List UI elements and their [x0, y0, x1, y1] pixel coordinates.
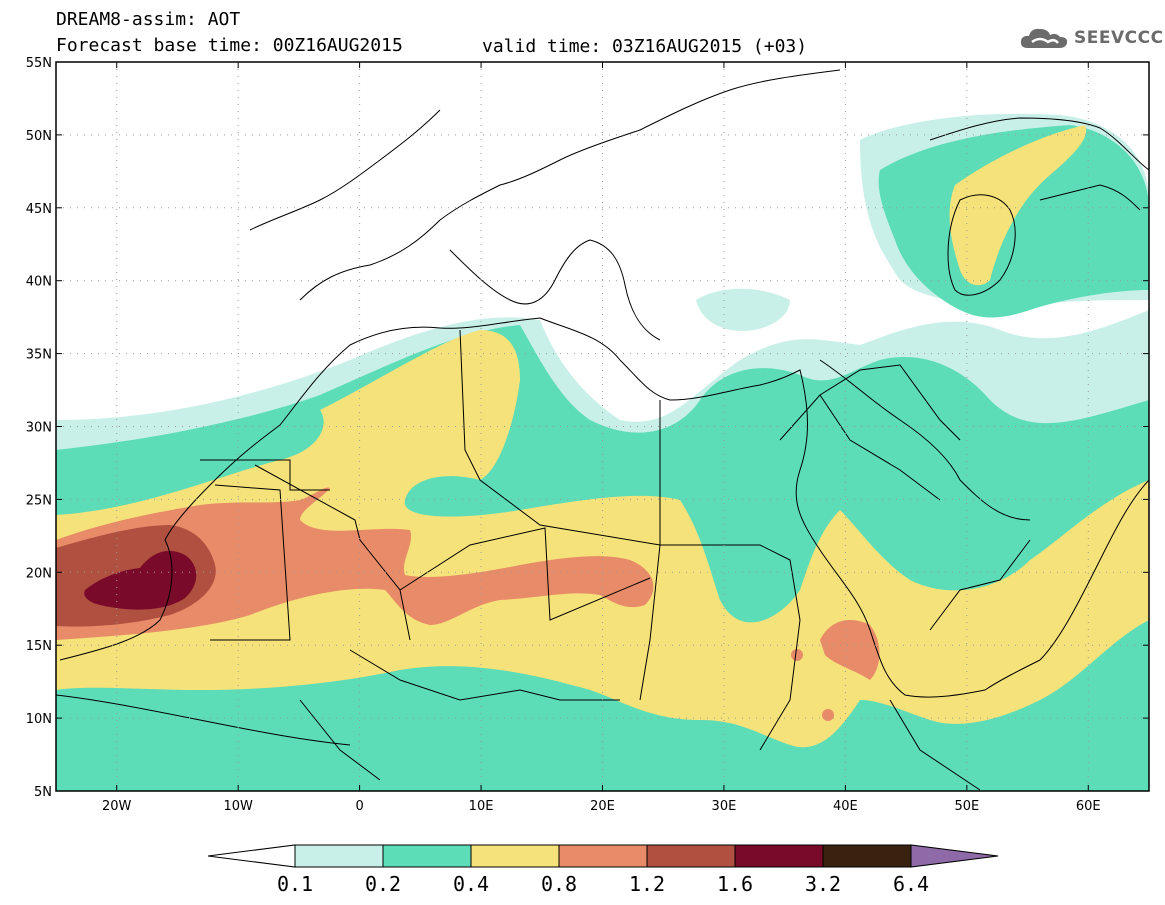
axis-ticks	[56, 61, 1149, 792]
lat-label: 30N	[26, 421, 52, 436]
colorbar-segment	[734, 844, 824, 868]
lon-label: 10W	[223, 799, 253, 814]
logo-text: SEEVCCC	[1074, 28, 1164, 48]
lat-label: 5N	[34, 785, 52, 800]
gridlines	[56, 62, 1149, 791]
lon-label: 20W	[102, 799, 132, 814]
lat-label: 50N	[26, 129, 52, 144]
seevccc-logo: SEEVCCC	[1018, 24, 1164, 52]
map-title: DREAM8-assim: AOT	[56, 9, 241, 30]
colorbar-level-label: 0.4	[452, 872, 490, 896]
lat-label: 55N	[26, 56, 52, 71]
lat-label: 10N	[26, 712, 52, 727]
colorbar	[207, 844, 999, 868]
lat-label: 20N	[26, 566, 52, 581]
lon-label: 10E	[469, 799, 494, 814]
lon-labels: 20W 10W 0 10E 20E 30E 40E 50E 60E	[102, 799, 1101, 814]
colorbar-level-label: 6.4	[892, 872, 930, 896]
colorbar-segment	[558, 844, 648, 868]
lat-label: 40N	[26, 275, 52, 290]
colorbar-segment	[470, 844, 560, 868]
colorbar-low-arrow	[207, 844, 296, 868]
colorbar-segment	[294, 844, 384, 868]
colorbar-level-label: 0.8	[540, 872, 578, 896]
colorbar-segment	[646, 844, 736, 868]
lat-label: 35N	[26, 348, 52, 363]
aot-band-0.8	[56, 487, 880, 721]
lon-label: 0	[355, 799, 363, 814]
valid-time: valid time: 03Z16AUG2015 (+03)	[482, 36, 808, 57]
colorbar-level-label: 1.6	[716, 872, 754, 896]
colorbar-high-arrow	[910, 844, 999, 868]
lon-label: 30E	[712, 799, 737, 814]
lon-label: 50E	[954, 799, 979, 814]
colorbar-segment	[822, 844, 912, 868]
colorbar-labels: 0.1 0.2 0.4 0.8 1.2 1.6 3.2 6.4	[0, 872, 1165, 898]
lon-label: 60E	[1076, 799, 1101, 814]
lat-labels: 55N 50N 45N 40N 35N 30N 25N 20N 15N 10N 5N	[26, 56, 52, 800]
lat-label: 25N	[26, 493, 52, 508]
colorbar-segment	[382, 844, 472, 868]
colorbar-level-label: 3.2	[804, 872, 842, 896]
coastlines	[56, 69, 1149, 791]
lon-label: 40E	[833, 799, 858, 814]
cloud-icon	[1020, 28, 1068, 48]
colorbar-level-label: 0.1	[276, 872, 314, 896]
colorbar-level-label: 1.2	[628, 872, 666, 896]
forecast-base-time: Forecast base time: 00Z16AUG2015	[56, 35, 403, 56]
lon-label: 20E	[590, 799, 615, 814]
colorbar-level-label: 0.2	[364, 872, 402, 896]
aot-band-1.6	[84, 550, 197, 610]
lat-label: 15N	[26, 639, 52, 654]
lat-label: 45N	[26, 202, 52, 217]
aot-shading	[56, 113, 1149, 791]
